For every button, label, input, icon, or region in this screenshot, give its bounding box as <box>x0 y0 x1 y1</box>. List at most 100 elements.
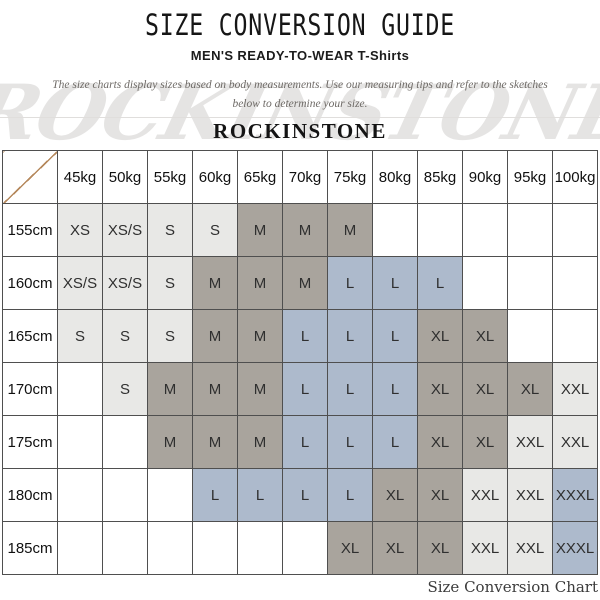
size-cell: L <box>282 362 328 416</box>
empty-cell <box>507 203 553 257</box>
table-row: 175cm M M M L L L XL XL XXL XXL <box>2 415 598 469</box>
table-row: 160cm XS/S XS/S S M M M L L L <box>2 256 598 310</box>
empty-cell <box>192 521 238 575</box>
size-cell: M <box>237 415 283 469</box>
size-cell: S <box>147 203 193 257</box>
size-cell: L <box>417 256 463 310</box>
size-cell: L <box>372 256 418 310</box>
empty-cell <box>102 468 148 522</box>
description-line-1: The size charts display sizes based on b… <box>52 79 548 91</box>
size-cell: XL <box>462 415 508 469</box>
size-cell: M <box>237 256 283 310</box>
height-header-cell: 160cm <box>2 256 58 310</box>
size-cell: M <box>237 203 283 257</box>
description-text: The size charts display sizes based on b… <box>0 76 600 114</box>
size-cell: XXL <box>507 415 553 469</box>
size-cell: XXL <box>552 362 598 416</box>
weight-header-cell: 70kg <box>282 150 328 204</box>
weight-header-cell: 95kg <box>507 150 553 204</box>
size-cell: M <box>192 415 238 469</box>
size-cell: M <box>192 362 238 416</box>
size-cell: S <box>147 309 193 363</box>
weight-header-cell: 100kg <box>552 150 598 204</box>
table-row: 180cm L L L L XL XL XXL XXL XXXL <box>2 468 598 522</box>
empty-cell <box>147 521 193 575</box>
brand-logo-text: ROCKINSTONE <box>213 119 387 143</box>
empty-cell <box>147 468 193 522</box>
size-cell: L <box>327 309 373 363</box>
empty-cell <box>57 362 103 416</box>
size-conversion-table: 45kg 50kg 55kg 60kg 65kg 70kg 75kg 80kg 85kg 90kg… <box>2 150 598 575</box>
table-row: 185cm XL XL XL XXL XXL XXXL <box>2 521 598 575</box>
size-cell: XXL <box>552 415 598 469</box>
empty-cell <box>507 309 553 363</box>
chart-caption: Size Conversion Chart <box>427 578 598 596</box>
height-header-cell: 180cm <box>2 468 58 522</box>
size-cell: XL <box>462 309 508 363</box>
weight-header-row: 45kg 50kg 55kg 60kg 65kg 70kg 75kg 80kg 85kg 90kg… <box>2 150 598 204</box>
size-cell: XXL <box>462 468 508 522</box>
size-cell: S <box>57 309 103 363</box>
size-cell: XS <box>57 203 103 257</box>
empty-cell <box>282 521 328 575</box>
empty-cell <box>102 521 148 575</box>
divider-line <box>0 117 600 118</box>
empty-cell <box>462 256 508 310</box>
size-cell: M <box>192 256 238 310</box>
empty-cell <box>57 415 103 469</box>
size-cell: XL <box>372 468 418 522</box>
table-row: 170cm S M M M L L L XL XL XL XXL <box>2 362 598 416</box>
size-cell: XXXL <box>552 468 598 522</box>
weight-header-cell: 85kg <box>417 150 463 204</box>
empty-cell <box>57 521 103 575</box>
table-row: 165cm S S S M M L L L XL XL <box>2 309 598 363</box>
weight-header-cell: 75kg <box>327 150 373 204</box>
empty-cell <box>372 203 418 257</box>
size-cell: XL <box>417 309 463 363</box>
size-cell: L <box>327 415 373 469</box>
weight-header-cell: 50kg <box>102 150 148 204</box>
weight-header-cell: 90kg <box>462 150 508 204</box>
size-cell: M <box>147 362 193 416</box>
size-cell: M <box>192 309 238 363</box>
size-cell: M <box>147 415 193 469</box>
size-cell: XXL <box>507 521 553 575</box>
size-cell: XL <box>327 521 373 575</box>
size-cell: S <box>192 203 238 257</box>
empty-cell <box>237 521 283 575</box>
height-header-cell: 165cm <box>2 309 58 363</box>
size-cell: S <box>147 256 193 310</box>
size-cell: L <box>237 468 283 522</box>
size-cell: L <box>372 362 418 416</box>
size-cell: L <box>282 309 328 363</box>
size-cell: L <box>372 309 418 363</box>
size-cell: XS/S <box>102 256 148 310</box>
size-cell: XXL <box>507 468 553 522</box>
size-cell: XXL <box>462 521 508 575</box>
size-cell: S <box>102 309 148 363</box>
table-row: 155cm XS XS/S S S M M M <box>2 203 598 257</box>
size-cell: XS/S <box>102 203 148 257</box>
size-cell: M <box>282 256 328 310</box>
size-cell: M <box>237 362 283 416</box>
size-cell: XL <box>417 362 463 416</box>
size-cell: XL <box>462 362 508 416</box>
weight-header-cell: 45kg <box>57 150 103 204</box>
weight-header-cell: 60kg <box>192 150 238 204</box>
empty-cell <box>507 256 553 310</box>
size-cell: XL <box>372 521 418 575</box>
size-cell: M <box>237 309 283 363</box>
weight-header-cell: 55kg <box>147 150 193 204</box>
height-header-cell: 170cm <box>2 362 58 416</box>
size-cell: L <box>372 415 418 469</box>
size-cell: S <box>102 362 148 416</box>
size-cell: L <box>327 468 373 522</box>
height-header-cell: 185cm <box>2 521 58 575</box>
size-cell: XL <box>417 468 463 522</box>
size-cell: L <box>327 256 373 310</box>
page-subtitle: MEN'S READY-TO-WEAR T-Shirts <box>190 48 410 63</box>
size-cell: L <box>192 468 238 522</box>
size-cell: M <box>327 203 373 257</box>
empty-cell <box>462 203 508 257</box>
weight-header-cell: 65kg <box>237 150 283 204</box>
